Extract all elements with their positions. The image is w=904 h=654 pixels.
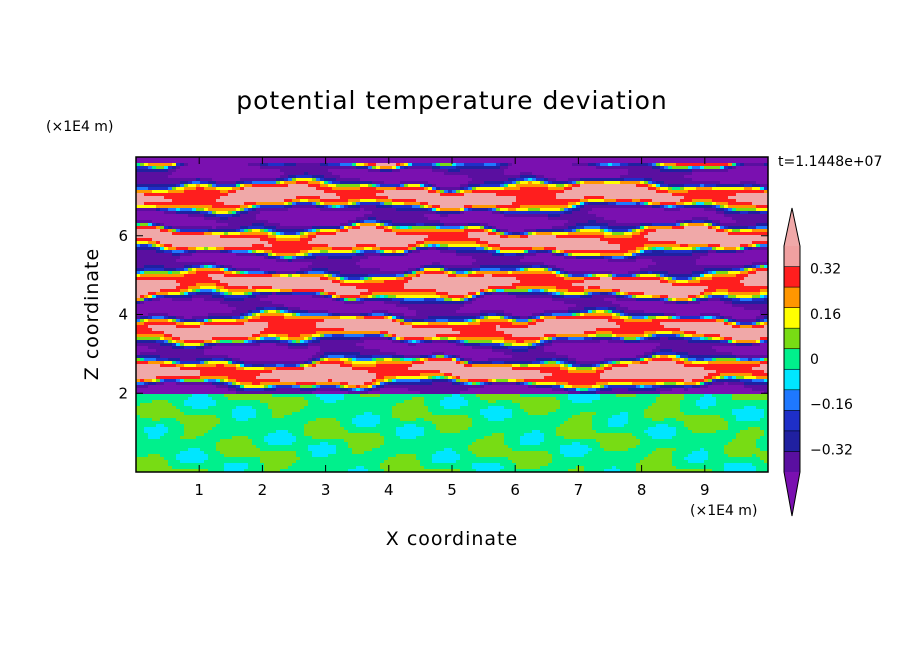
colorbar-band [784,348,800,370]
y-tick-label: 2 [118,384,128,402]
colorbar-over-triangle [784,208,800,246]
colorbar-tick-label: 0.16 [810,307,841,323]
x-tick-label: 9 [700,481,710,499]
x-tick-label: 6 [510,481,520,499]
chart-title: potential temperature deviation [236,86,668,115]
colorbar-band [784,389,800,411]
colorbar-band [784,369,800,391]
x-tick-label: 3 [321,481,331,499]
colorbar-band [784,307,800,329]
y-unit-label: (×1E4 m) [46,119,114,135]
colorbar-band [784,328,800,350]
x-unit-label: (×1E4 m) [690,503,758,519]
colorbar-band [784,410,800,432]
colorbar-under-triangle [784,472,800,516]
colorbar-band [784,246,800,267]
colorbar: 0.32 0.16 0 −0.16 −0.32 [783,207,853,517]
colorbar-tick-label: −0.32 [810,442,853,458]
timestamp-label: t=1.1448e+07 [778,154,883,170]
colorbar-band [784,266,800,288]
x-tick-label: 5 [447,481,457,499]
colorbar-tick-label: −0.16 [810,397,853,413]
x-tick-label: 7 [574,481,584,499]
x-tick-label: 1 [194,481,204,499]
colorbar-band [784,451,800,473]
x-tick-label: 4 [384,481,394,499]
x-tick-label: 8 [637,481,647,499]
y-axis: 2 4 6 [118,227,768,402]
x-axis: 1 2 3 4 5 6 7 8 9 [194,157,710,499]
contour-field [136,157,768,472]
colorbar-tick-label: 0.32 [810,262,841,278]
y-tick-label: 4 [118,306,128,324]
x-axis-label: X coordinate [385,528,519,550]
colorbar-band [784,430,800,452]
colorbar-band [784,287,800,308]
colorbar-tick-label: 0 [810,352,819,368]
y-tick-label: 6 [118,227,128,245]
colorbar-outline [783,207,801,517]
x-tick-label: 2 [258,481,268,499]
